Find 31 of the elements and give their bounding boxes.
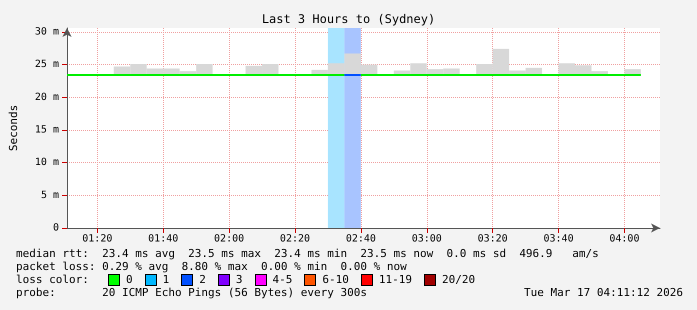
x-tick-label: 02:40: [346, 234, 376, 244]
x-tick-label: 01:40: [148, 234, 178, 244]
text: packet loss: 0.29 % avg 8.80 % max 0.00 % min 0.00 % now: [16, 260, 407, 273]
text: 6-10: [322, 273, 349, 286]
x-tick-label: 03:20: [478, 234, 508, 244]
text: 0: [126, 273, 133, 286]
x-tick-label: 03:00: [412, 234, 442, 244]
chart-title: Last 3 Hours to (Sydney): [262, 12, 436, 26]
text: 20/20: [442, 273, 476, 286]
y-axis-title: Seconds: [7, 104, 20, 152]
x-tick-label: 02:20: [280, 234, 310, 244]
text: 4-5: [272, 273, 292, 286]
y-tick-label: 15 m: [34, 124, 59, 136]
x-tick-label: 04:00: [609, 234, 640, 244]
x-tick-label: 03:40: [543, 234, 574, 244]
text: 1: [162, 273, 170, 286]
text: 3: [236, 273, 242, 286]
x-tick-label: 02:00: [214, 234, 244, 244]
text: median rtt: 23.4 ms avg 23.5 ms max 23.4 ms min 23.5 ms now 0.0 ms sd 496.9 am/s: [16, 247, 599, 260]
text: 11-19: [378, 273, 412, 286]
text: loss color:: [16, 273, 90, 286]
text: Tue Mar 17 04:11:12 2026: [524, 286, 683, 299]
y-tick-label: 20 m: [34, 92, 59, 103]
y-tick-label: 0: [52, 222, 59, 234]
y-tick-label: 10 m: [34, 157, 59, 168]
x-tick-label: 01:20: [82, 234, 112, 244]
text: probe: 20 ICMP Echo Pings (56 Bytes) every 300s: [16, 286, 367, 299]
text: 2: [199, 273, 206, 286]
y-tick-label: 30 m: [34, 26, 59, 38]
y-tick-label: 25 m: [34, 59, 59, 70]
y-tick-label: 5 m: [40, 190, 59, 201]
